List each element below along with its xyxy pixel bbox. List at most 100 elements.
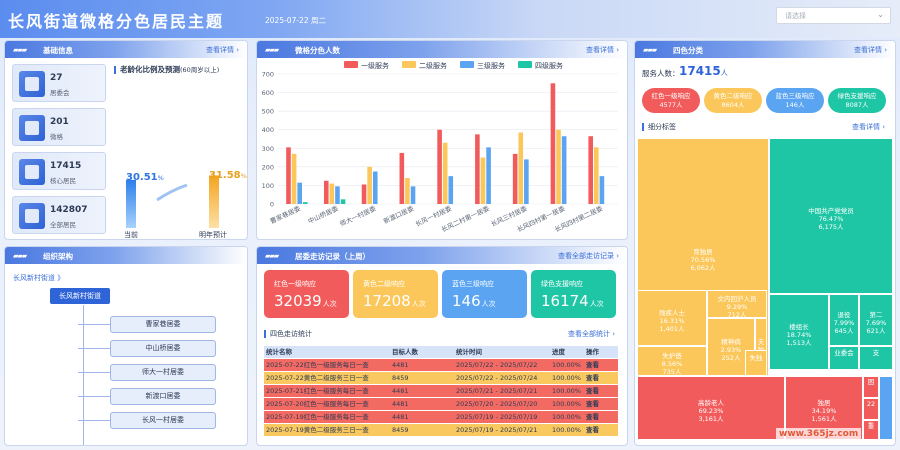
- tree-connector: [78, 420, 110, 421]
- table-row: 2025-07-21红色一级服务每日一查 4481 2025/07/21 - 202…: [264, 385, 618, 397]
- view-row-button[interactable]: 查看: [586, 413, 599, 421]
- table-cell: 2025/07/20 - 2025/07/20: [456, 400, 538, 408]
- treemap-label: 退役: [837, 311, 851, 319]
- tree-node[interactable]: 长风一村居委: [110, 412, 216, 429]
- treemap-cell[interactable]: 楼组长 18.74% 1,513人: [769, 294, 829, 370]
- table-cell: 8459: [392, 426, 409, 434]
- view-row-button[interactable]: 查看: [586, 387, 599, 395]
- view-details-link[interactable]: 查看详情 ›: [205, 46, 239, 54]
- view-details-link[interactable]: 查看详情 ›: [853, 46, 887, 54]
- view-row-button[interactable]: 查看: [586, 426, 599, 434]
- treemap-cell-blue[interactable]: [879, 376, 893, 440]
- info-label: 微格: [50, 133, 63, 141]
- view-details-link[interactable]: 查看详情 ›: [585, 46, 619, 54]
- treemap-cell[interactable]: 中国共产党党员 76.47% 6,175人: [769, 138, 893, 294]
- bar: [340, 199, 346, 204]
- table-cell: 100.00%: [552, 426, 581, 434]
- view-all-visits-link[interactable]: 查看全部走访记录 ›: [557, 252, 619, 260]
- treemap-cell[interactable]: 困: [863, 376, 879, 398]
- table-row: 2025-07-19红色一级服务每日一查 4481 2025/07/19 - 202…: [264, 411, 618, 423]
- treemap-label: 独居: [817, 399, 831, 407]
- legend-swatch: [460, 61, 474, 68]
- detail-more-link[interactable]: 查看详情 ›: [852, 123, 886, 131]
- treemap-cell[interactable]: 支: [859, 346, 893, 370]
- legend-label: 二级服务: [419, 61, 447, 70]
- header-stripes-icon: ▰▰▰: [265, 46, 279, 54]
- org-breadcrumb[interactable]: 长风新村街道 》: [13, 274, 65, 282]
- treemap-cell[interactable]: 残疾人士 16.31% 1,401人: [637, 290, 707, 346]
- y-tick-label: 300: [262, 145, 274, 153]
- treemap-count: 1,513人: [786, 339, 812, 347]
- bar: [291, 153, 297, 204]
- table-cell: 4481: [392, 413, 409, 421]
- treemap-percent: 9.29%: [726, 303, 748, 311]
- response-pill[interactable]: 蓝色三级响应 146人: [766, 88, 824, 113]
- tree-root-node[interactable]: 长风新村街道: [50, 288, 110, 304]
- treemap-count: 6,062人: [690, 264, 716, 272]
- area-select[interactable]: 请选择 ⌄: [776, 7, 891, 24]
- response-pill[interactable]: 绿色支援响应 8087人: [828, 88, 886, 113]
- view-row-button[interactable]: 查看: [586, 400, 599, 408]
- column-header: 目标人数: [392, 348, 418, 356]
- y-tick-label: 700: [262, 71, 274, 79]
- tree-node[interactable]: 师大一村居委: [110, 364, 216, 381]
- treemap-cell[interactable]: 退役 7.99% 645人: [829, 294, 859, 346]
- bar: [302, 202, 308, 204]
- table-cell: 4481: [392, 387, 409, 395]
- pill-label: 蓝色三级响应: [775, 92, 815, 100]
- table-cell: 2025/07/22 - 2025/07/22: [456, 361, 538, 369]
- aging-current-bar: [126, 179, 136, 228]
- treemap-cell[interactable]: 重: [863, 420, 879, 440]
- visit-card-value: 16174人次: [541, 292, 604, 310]
- response-pill[interactable]: 红色一级响应 4577人: [642, 88, 700, 113]
- table-cell: 2025/07/22 - 2025/07/24: [456, 374, 538, 382]
- y-tick-label: 200: [262, 163, 274, 171]
- response-pill[interactable]: 黄色二级响应 8604人: [704, 88, 762, 113]
- info-item[interactable]: 142807 全部居民: [12, 196, 106, 234]
- pill-label: 黄色二级响应: [713, 92, 753, 100]
- treemap-percent: 8.56%: [661, 360, 683, 368]
- y-tick-label: 100: [262, 182, 274, 190]
- treemap-label: 重: [867, 422, 875, 430]
- treemap-cell[interactable]: 业委会: [829, 346, 859, 370]
- treemap-cell[interactable]: 22: [863, 398, 879, 420]
- treemap-percent: 18.74%: [786, 331, 812, 339]
- served-value: 17415人: [679, 64, 728, 78]
- view-row-button[interactable]: 查看: [586, 361, 599, 369]
- info-item[interactable]: 201 微格: [12, 108, 106, 146]
- view-all-stats-link[interactable]: 查看全部统计 ›: [568, 330, 616, 338]
- pill-value: 146人: [785, 101, 805, 109]
- bar: [367, 166, 372, 204]
- treemap-percent: 7.99%: [833, 319, 855, 327]
- bar: [448, 176, 454, 204]
- info-value: 17415: [50, 161, 82, 171]
- treemap-percent: 76.47%: [818, 215, 844, 223]
- treemap-cell[interactable]: 第二 7.69% 621人: [859, 294, 893, 346]
- treemap-cell[interactable]: 文内回沪人员 9.29% 712人: [707, 290, 767, 318]
- treemap-cell[interactable]: 失护爸 8.56% 735人: [637, 346, 707, 376]
- scrollbar[interactable]: [247, 287, 248, 446]
- treemap-cell[interactable]: 高龄老人 69.23% 3,161人: [637, 376, 785, 440]
- date-label: 2025-07-22 周二: [265, 16, 326, 25]
- pill-value: 4577人: [659, 101, 683, 109]
- visit-card-label: 红色一级响应: [274, 280, 316, 288]
- tree-node[interactable]: 中山桥居委: [110, 340, 216, 357]
- table-cell: 2025-07-20红色一级服务每日一查: [266, 400, 369, 408]
- table-row: 2025-07-22黄色二级服务三日一查 8459 2025/07/22 - 202…: [264, 372, 618, 384]
- info-item[interactable]: 17415 核心居民: [12, 152, 106, 190]
- visit-card[interactable]: 红色一级响应 32039人次: [264, 270, 349, 318]
- treemap-count: 735人: [662, 368, 682, 376]
- treemap-count: 712人: [727, 311, 747, 318]
- treemap-cell[interactable]: 失独: [745, 350, 767, 376]
- visit-card[interactable]: 绿色支援响应 16174人次: [531, 270, 616, 318]
- tree-node[interactable]: 新渡口居委: [110, 388, 216, 405]
- aging-chart: [126, 175, 219, 228]
- tree-node[interactable]: 曹家巷居委: [110, 316, 216, 333]
- table-cell: 2025/07/21 - 2025/07/21: [456, 387, 538, 395]
- info-item[interactable]: 27 居委会: [12, 64, 106, 102]
- table-cell: 100.00%: [552, 400, 581, 408]
- view-row-button[interactable]: 查看: [586, 374, 599, 382]
- visit-card[interactable]: 黄色二级响应 17208人次: [353, 270, 438, 318]
- treemap-count: 621人: [866, 327, 886, 335]
- visit-card[interactable]: 蓝色三级响应 146人次: [442, 270, 527, 318]
